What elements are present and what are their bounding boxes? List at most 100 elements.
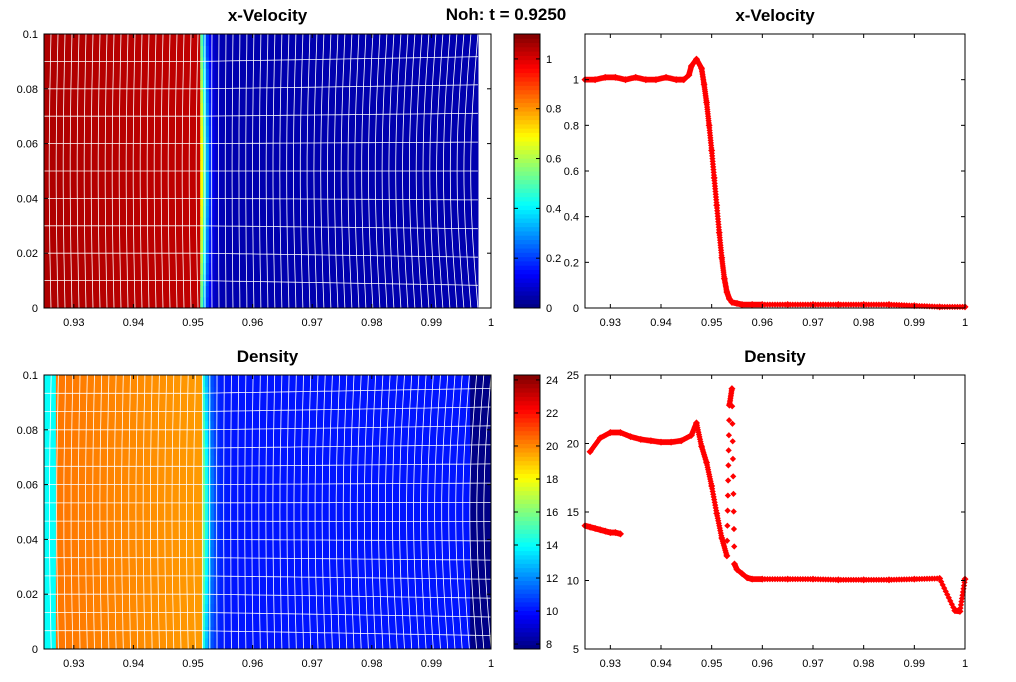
field-cell — [177, 91, 181, 104]
colorbar-swatch — [514, 111, 540, 116]
field-cell — [315, 113, 320, 126]
field-cell — [191, 68, 196, 81]
field-cell — [72, 216, 77, 229]
field-cell — [64, 136, 68, 149]
field-cell — [184, 569, 188, 582]
field-cell — [353, 296, 357, 308]
field-cell — [344, 205, 349, 218]
field-cell — [448, 262, 453, 275]
field-cell — [175, 614, 179, 627]
field-cell — [217, 148, 222, 161]
field-cell — [367, 79, 372, 92]
field-cell — [217, 273, 222, 286]
field-cell — [165, 159, 169, 172]
field-cell — [342, 614, 346, 627]
field-cell — [139, 591, 143, 604]
field-cell — [359, 273, 363, 286]
field-cell — [428, 34, 433, 47]
field-cell — [174, 136, 178, 149]
field-cell — [255, 637, 260, 649]
field-cell — [87, 91, 91, 104]
field-cell — [373, 68, 378, 81]
field-cell — [190, 626, 194, 639]
field-cell — [127, 614, 132, 627]
field-cell — [353, 91, 357, 104]
field-cell — [107, 68, 112, 81]
field-cell — [485, 580, 489, 593]
field-cell — [272, 171, 277, 184]
field-cell — [88, 580, 93, 593]
field-cell — [162, 34, 167, 47]
field-cell — [385, 182, 389, 195]
field-cell — [97, 580, 102, 593]
field-cell — [243, 113, 248, 126]
field-cell — [281, 193, 285, 206]
field-cell — [226, 205, 230, 218]
field-cell — [70, 79, 74, 92]
field-cell — [350, 626, 355, 639]
field-cell — [136, 569, 140, 582]
field-cell — [443, 569, 447, 582]
field-cell — [460, 136, 465, 149]
field-cell — [94, 614, 99, 627]
field-cell — [156, 102, 161, 115]
field-cell — [188, 182, 193, 195]
field-cell — [122, 250, 126, 263]
field-cell — [339, 580, 343, 593]
field-cell — [90, 159, 94, 172]
field-cell — [200, 182, 204, 195]
field-cell — [339, 205, 343, 218]
field-cell — [428, 262, 433, 275]
field-cell — [333, 239, 337, 252]
field-cell — [178, 626, 182, 639]
field-cell — [446, 614, 450, 627]
field-cell — [151, 102, 155, 115]
field-cell — [249, 68, 253, 81]
field-cell — [286, 205, 291, 218]
field-cell — [58, 285, 62, 298]
field-cell — [324, 557, 328, 570]
field-cell — [362, 205, 366, 218]
field-cell — [162, 182, 167, 195]
field-cell — [367, 250, 372, 263]
field-cell — [240, 113, 245, 126]
field-cell — [162, 296, 167, 308]
field-cell — [107, 239, 112, 252]
field-cell — [122, 228, 126, 241]
field-cell — [217, 216, 222, 229]
field-cell — [79, 591, 84, 604]
field-cell — [220, 159, 224, 172]
field-cell — [234, 102, 239, 115]
field-cell — [327, 125, 331, 138]
field-cell — [313, 296, 317, 308]
field-cell — [330, 285, 334, 298]
field-cell — [153, 250, 158, 263]
field-cell — [255, 182, 259, 195]
field-cell — [240, 569, 245, 582]
field-cell — [172, 591, 176, 604]
field-cell — [174, 296, 178, 308]
field-cell — [252, 182, 256, 195]
field-cell — [286, 102, 291, 115]
field-cell — [81, 262, 86, 275]
field-cell — [472, 159, 476, 172]
field-cell — [313, 262, 317, 275]
field-cell — [460, 182, 465, 195]
field-cell — [70, 262, 74, 275]
field-cell — [278, 296, 282, 308]
field-cell — [101, 205, 106, 218]
field-cell — [270, 637, 275, 649]
field-cell — [210, 614, 215, 627]
field-cell — [446, 34, 450, 47]
field-cell — [321, 159, 326, 172]
field-cell — [184, 580, 188, 593]
field-cell — [448, 34, 453, 47]
field-cell — [243, 159, 248, 172]
field-cell — [399, 159, 404, 172]
field-cell — [327, 228, 331, 241]
field-cell — [72, 228, 77, 241]
field-cell — [130, 580, 134, 593]
field-cell — [58, 262, 62, 275]
field-cell — [260, 285, 265, 298]
field-cell — [304, 91, 308, 104]
